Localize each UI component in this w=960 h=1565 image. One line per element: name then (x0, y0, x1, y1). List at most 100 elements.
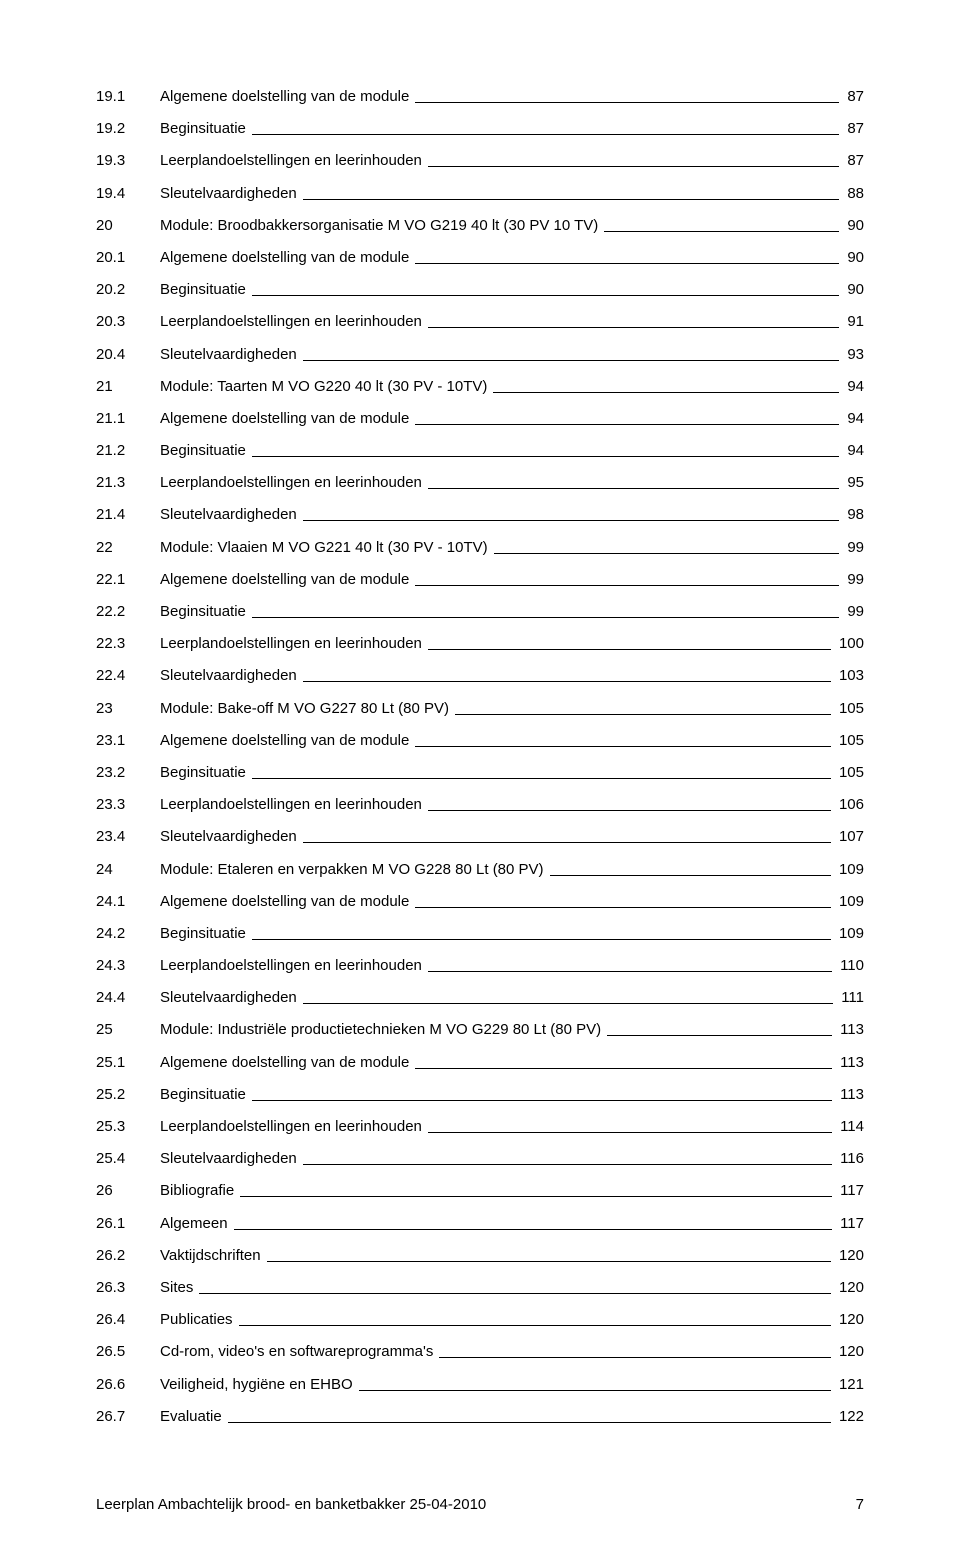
toc-entry-label: Algemeen (160, 1215, 228, 1233)
toc-entry-body: Leerplandoelstellingen en leerinhouden (160, 1118, 836, 1136)
toc-entry-page: 90 (843, 217, 864, 235)
toc-entry: 21.4Sleutelvaardigheden98 (96, 506, 864, 524)
toc-leader-line (493, 392, 839, 393)
toc-leader-line (415, 424, 839, 425)
toc-leader-line (455, 714, 831, 715)
toc-entry-label: Module: Taarten M VO G220 40 lt (30 PV -… (160, 378, 487, 396)
toc-entry-number: 22.3 (96, 635, 160, 653)
toc-entry-number: 26.3 (96, 1279, 160, 1297)
toc-entry-number: 20.1 (96, 249, 160, 267)
toc-entry-label: Module: Industriële productietechnieken … (160, 1021, 601, 1039)
toc-leader-line (428, 488, 839, 489)
toc-leader-line (303, 681, 831, 682)
toc-entry-number: 21.2 (96, 442, 160, 460)
toc-entry-label: Vaktijdschriften (160, 1247, 261, 1265)
toc-entry-page: 93 (843, 346, 864, 364)
toc-entry-number: 25.3 (96, 1118, 160, 1136)
toc-leader-line (428, 971, 832, 972)
toc-entry-number: 24.3 (96, 957, 160, 975)
toc-entry-page: 94 (843, 442, 864, 460)
toc-entry-number: 22 (96, 539, 160, 557)
toc-entry-page: 105 (835, 700, 864, 718)
toc-entry-label: Algemene doelstelling van de module (160, 893, 409, 911)
toc-leader-line (415, 746, 831, 747)
toc-entry-body: Beginsituatie (160, 764, 835, 782)
toc-leader-line (234, 1229, 833, 1230)
toc-entry-page: 120 (835, 1311, 864, 1329)
toc-entry-number: 24.1 (96, 893, 160, 911)
toc-leader-line (359, 1390, 831, 1391)
toc-entry-page: 109 (835, 925, 864, 943)
toc-entry-label: Leerplandoelstellingen en leerinhouden (160, 635, 422, 653)
toc-entry-body: Beginsituatie (160, 925, 835, 943)
toc-entry-body: Algemene doelstelling van de module (160, 732, 835, 750)
toc-entry-label: Bibliografie (160, 1182, 234, 1200)
toc-entry-body: Cd-rom, video's en softwareprogramma's (160, 1343, 835, 1361)
toc-entry-label: Evaluatie (160, 1408, 222, 1426)
toc-entry: 23.4Sleutelvaardigheden107 (96, 828, 864, 846)
toc-entry-label: Leerplandoelstellingen en leerinhouden (160, 313, 422, 331)
toc-entry-body: Sleutelvaardigheden (160, 667, 835, 685)
toc-entry-label: Module: Vlaaien M VO G221 40 lt (30 PV -… (160, 539, 488, 557)
toc-entry: 20.1Algemene doelstelling van de module9… (96, 249, 864, 267)
toc-entry: 26.2Vaktijdschriften120 (96, 1247, 864, 1265)
toc-entry: 23Module: Bake-off M VO G227 80 Lt (80 P… (96, 700, 864, 718)
toc-entry-page: 105 (835, 764, 864, 782)
toc-entry-label: Sleutelvaardigheden (160, 506, 297, 524)
toc-entry-page: 113 (836, 1054, 864, 1072)
toc-entry: 24.3Leerplandoelstellingen en leerinhoud… (96, 957, 864, 975)
toc-entry-body: Module: Industriële productietechnieken … (160, 1021, 836, 1039)
toc-leader-line (415, 263, 839, 264)
toc-entry-label: Publicaties (160, 1311, 233, 1329)
toc-entry: 25.4Sleutelvaardigheden116 (96, 1150, 864, 1168)
toc-leader-line (415, 102, 839, 103)
toc-entry-body: Leerplandoelstellingen en leerinhouden (160, 635, 835, 653)
toc-leader-line (267, 1261, 831, 1262)
toc-entry-number: 19.2 (96, 120, 160, 138)
toc-entry-label: Leerplandoelstellingen en leerinhouden (160, 152, 422, 170)
toc-entry-page: 94 (843, 410, 864, 428)
toc-entry-body: Leerplandoelstellingen en leerinhouden (160, 313, 843, 331)
toc-entry: 19.3Leerplandoelstellingen en leerinhoud… (96, 152, 864, 170)
toc-leader-line (303, 199, 840, 200)
toc-entry: 21.3Leerplandoelstellingen en leerinhoud… (96, 474, 864, 492)
toc-entry-body: Module: Bake-off M VO G227 80 Lt (80 PV) (160, 700, 835, 718)
toc-entry-body: Bibliografie (160, 1182, 836, 1200)
toc-entry-body: Beginsituatie (160, 281, 843, 299)
toc-entry-number: 26.5 (96, 1343, 160, 1361)
toc-entry: 22.2Beginsituatie99 (96, 603, 864, 621)
toc-entry-number: 26 (96, 1182, 160, 1200)
toc-leader-line (303, 842, 831, 843)
toc-entry-label: Leerplandoelstellingen en leerinhouden (160, 957, 422, 975)
toc-entry-number: 26.7 (96, 1408, 160, 1426)
toc-entry-page: 113 (836, 1086, 864, 1104)
toc-leader-line (494, 553, 840, 554)
toc-leader-line (428, 649, 831, 650)
toc-entry-number: 23.1 (96, 732, 160, 750)
toc-entry: 20.2Beginsituatie90 (96, 281, 864, 299)
toc-entry: 23.2Beginsituatie105 (96, 764, 864, 782)
toc-entry-number: 19.3 (96, 152, 160, 170)
toc-entry-label: Sleutelvaardigheden (160, 185, 297, 203)
toc-entry: 20.4Sleutelvaardigheden93 (96, 346, 864, 364)
toc-entry-body: Module: Vlaaien M VO G221 40 lt (30 PV -… (160, 539, 843, 557)
toc-entry-number: 23.4 (96, 828, 160, 846)
document-page: 19.1Algemene doelstelling van de module8… (0, 0, 960, 1565)
toc-entry-number: 19.1 (96, 88, 160, 106)
toc-entry-number: 26.1 (96, 1215, 160, 1233)
toc-entry-label: Beginsituatie (160, 925, 246, 943)
toc-entry: 26.4Publicaties120 (96, 1311, 864, 1329)
toc-entry-body: Publicaties (160, 1311, 835, 1329)
toc-entry-body: Leerplandoelstellingen en leerinhouden (160, 957, 836, 975)
toc-entry-number: 23.2 (96, 764, 160, 782)
toc-leader-line (303, 520, 840, 521)
toc-entry-page: 106 (835, 796, 864, 814)
toc-entry: 24.4Sleutelvaardigheden111 (96, 989, 864, 1007)
toc-leader-line (240, 1196, 832, 1197)
toc-entry: 25.3Leerplandoelstellingen en leerinhoud… (96, 1118, 864, 1136)
toc-entry: 19.1Algemene doelstelling van de module8… (96, 88, 864, 106)
toc-entry-page: 94 (843, 378, 864, 396)
toc-entry-label: Veiligheid, hygiëne en EHBO (160, 1376, 353, 1394)
toc-entry-body: Algemene doelstelling van de module (160, 893, 835, 911)
toc-leader-line (607, 1035, 832, 1036)
